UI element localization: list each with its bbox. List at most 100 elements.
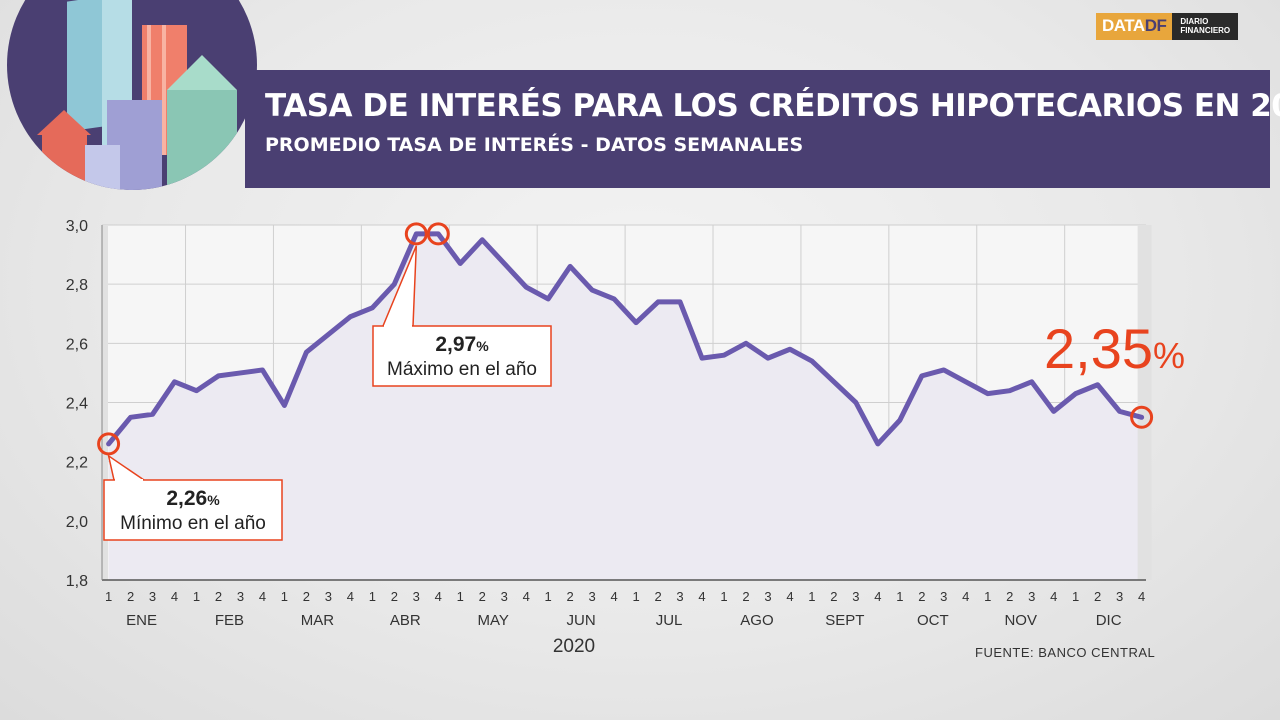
min-callout-value: 2,26% (166, 487, 220, 510)
week-tick-label: 4 (523, 589, 530, 604)
max-marker-2 (426, 222, 450, 246)
week-tick-label: 1 (808, 589, 815, 604)
min-callout-pointer-join (115, 479, 143, 482)
min-callout-box (103, 479, 283, 541)
chart-subtitle: PROMEDIO TASA DE INTERÉS - DATOS SEMANAL… (265, 134, 804, 156)
month-tick-label: ABR (390, 612, 421, 629)
data-point (809, 359, 814, 364)
week-tick-label: 3 (589, 589, 596, 604)
data-point (1095, 382, 1100, 387)
week-tick-label: 2 (215, 589, 222, 604)
month-tick-label: AGO (740, 612, 773, 629)
data-point (260, 367, 265, 372)
month-tick-label: SEPT (825, 612, 864, 629)
data-point (656, 299, 661, 304)
last-value-unit: % (1153, 335, 1185, 376)
data-point (436, 231, 441, 236)
week-tick-label: 2 (479, 589, 486, 604)
data-point (216, 373, 221, 378)
week-tick-label: 4 (171, 589, 178, 604)
brand-data: DATA (1102, 16, 1145, 35)
data-point (831, 379, 836, 384)
week-tick-label: 3 (852, 589, 859, 604)
chart-title: TASA DE INTERÉS PARA LOS CRÉDITOS HIPOTE… (265, 88, 1280, 124)
min-callout-unit: % (207, 492, 220, 508)
week-tick-label: 2 (127, 589, 134, 604)
max-marker-1 (404, 222, 428, 246)
source-note: FUENTE: BANCO CENTRAL (975, 645, 1156, 660)
series-line (106, 231, 1145, 447)
last-value-label: 2,35% (1044, 317, 1185, 380)
data-point (392, 282, 397, 287)
data-point (897, 418, 902, 423)
buildings-illustration (7, 0, 257, 190)
max-callout-box (372, 325, 552, 387)
week-tick-label: 4 (698, 589, 705, 604)
data-point (524, 285, 529, 290)
data-point (612, 296, 617, 301)
week-tick-label: 4 (962, 589, 969, 604)
week-tick-label: 4 (874, 589, 881, 604)
week-tick-label: 3 (237, 589, 244, 604)
data-point (480, 237, 485, 242)
data-point (1029, 379, 1034, 384)
data-point (1051, 409, 1056, 414)
y-tick-label: 2,4 (66, 396, 88, 413)
week-tick-label: 1 (193, 589, 200, 604)
data-point (1007, 388, 1012, 393)
min-callout-label: Mínimo en el año (120, 513, 266, 534)
y-tick-label: 2,2 (66, 455, 88, 472)
week-tick-label: 3 (501, 589, 508, 604)
data-point (1139, 415, 1144, 420)
month-tick-label: MAY (478, 612, 509, 629)
week-tick-label: 3 (764, 589, 771, 604)
week-tick-label: 3 (149, 589, 156, 604)
max-callout-label: Máximo en el año (387, 359, 537, 380)
data-point (238, 370, 243, 375)
month-tick-label: JUL (656, 612, 683, 629)
data-point (348, 314, 353, 319)
week-tick-label: 2 (303, 589, 310, 604)
y-tick-label: 2,6 (66, 336, 88, 353)
y-tick-label: 3,0 (66, 218, 88, 235)
data-point (919, 373, 924, 378)
week-tick-label: 4 (259, 589, 266, 604)
y-tick-label: 2,8 (66, 277, 88, 294)
week-tick-label: 2 (918, 589, 925, 604)
max-callout-unit: % (476, 338, 489, 354)
week-tick-label: 1 (369, 589, 376, 604)
data-point (722, 353, 727, 358)
week-tick-label: 2 (830, 589, 837, 604)
data-point (150, 412, 155, 417)
data-point (875, 441, 880, 446)
brand-diario: DIARIO (1180, 17, 1209, 26)
brand-financiero: FINANCIERO (1180, 26, 1231, 35)
max-callout-value: 2,97% (435, 333, 489, 356)
data-point (304, 350, 309, 355)
brand-logo[interactable]: DATADF DIARIO FINANCIERO (1096, 13, 1239, 40)
data-point (963, 379, 968, 384)
week-tick-label: 4 (347, 589, 354, 604)
week-tick-label: 4 (1050, 589, 1057, 604)
week-tick-label: 1 (457, 589, 464, 604)
week-tick-label: 3 (1028, 589, 1035, 604)
week-tick-label: 1 (1072, 589, 1079, 604)
area-fill (108, 233, 1142, 580)
week-tick-label: 2 (1094, 589, 1101, 604)
month-tick-label: DIC (1096, 612, 1122, 629)
data-point (194, 388, 199, 393)
title-banner: TASA DE INTERÉS PARA LOS CRÉDITOS HIPOTE… (245, 70, 1280, 188)
data-point (106, 441, 111, 446)
data-point (634, 320, 639, 325)
data-point (700, 356, 705, 361)
data-point (502, 261, 507, 266)
week-tick-label: 1 (545, 589, 552, 604)
month-tick-label: NOV (1004, 612, 1037, 629)
month-tick-label: FEB (215, 612, 244, 629)
week-tick-label: 2 (391, 589, 398, 604)
x-axis-title: 2020 (553, 636, 595, 657)
week-tick-label: 2 (742, 589, 749, 604)
week-tick-label: 2 (1006, 589, 1013, 604)
brand-df: DF (1144, 16, 1167, 35)
y-tick-label: 2,0 (66, 514, 88, 531)
